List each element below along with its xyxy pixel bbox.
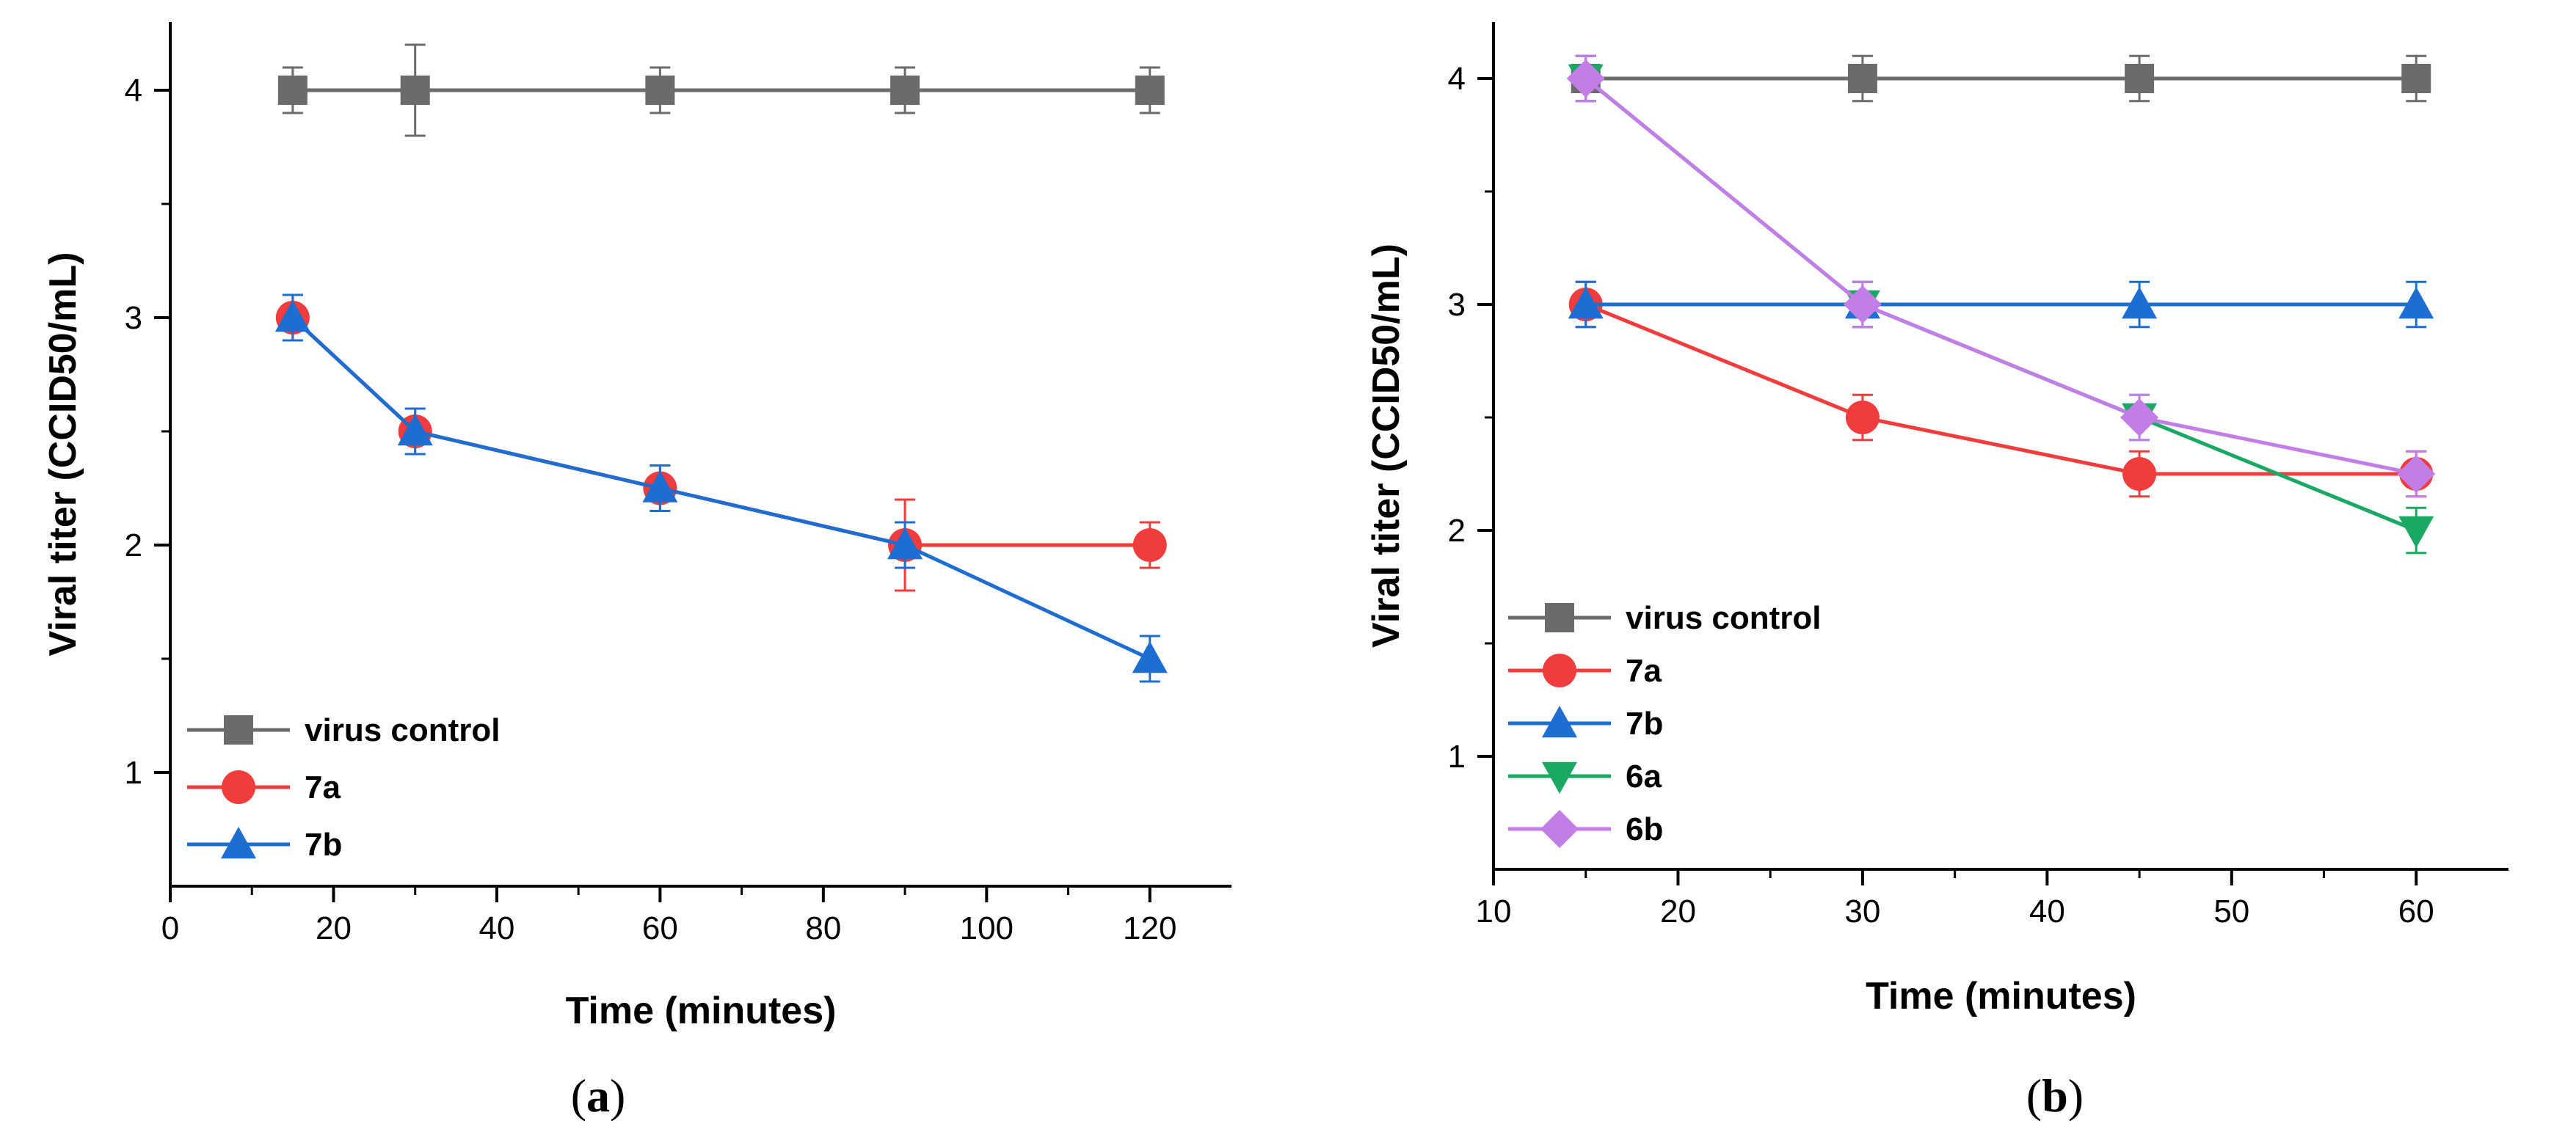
legend-marker xyxy=(1542,706,1577,738)
legend-marker xyxy=(222,770,255,804)
y-axis-title: Viral titer (CCID50/mL) xyxy=(42,252,84,657)
data-point xyxy=(1135,76,1165,105)
data-point xyxy=(2398,287,2434,319)
legend-label: 7b xyxy=(305,827,342,863)
data-point xyxy=(1568,287,1604,319)
x-tick-label: 0 xyxy=(161,910,179,946)
data-point xyxy=(2120,398,2159,436)
x-tick-label: 40 xyxy=(479,910,514,946)
panel-b-caption: (b) xyxy=(2026,1070,2084,1122)
series-7b xyxy=(1568,280,2434,329)
data-point xyxy=(645,76,675,105)
x-tick-label: 60 xyxy=(642,910,678,946)
data-point xyxy=(2401,64,2431,93)
data-point xyxy=(274,300,310,332)
y-tick-label: 2 xyxy=(125,527,142,563)
series-virus-control xyxy=(1571,54,2431,103)
y-tick-label: 4 xyxy=(125,73,142,109)
series-6b xyxy=(1566,54,2436,498)
data-point xyxy=(2398,516,2434,548)
x-tick-label: 20 xyxy=(1660,894,1696,929)
legend-label: virus control xyxy=(1626,600,1822,636)
panel-a-legend: virus control 7a 7b xyxy=(187,712,501,863)
x-tick-label: 80 xyxy=(805,910,841,946)
y-tick-label: 1 xyxy=(1448,739,1466,775)
series-line xyxy=(291,316,1151,661)
x-axis-title: Time (minutes) xyxy=(566,990,837,1032)
y-tick-label: 4 xyxy=(1448,61,1466,97)
data-point xyxy=(2125,64,2155,93)
x-tick-label: 10 xyxy=(1476,894,1512,929)
data-point xyxy=(887,527,923,560)
data-point xyxy=(2122,457,2157,491)
panel-a-caption: (a) xyxy=(571,1070,626,1122)
legend-label: virus control xyxy=(305,712,501,748)
y-tick-label: 2 xyxy=(1448,513,1466,549)
data-point xyxy=(2122,287,2158,319)
series-7a xyxy=(1568,280,2434,498)
data-point xyxy=(1847,64,1877,93)
y-tick-label: 3 xyxy=(1448,287,1466,323)
data-point xyxy=(1566,59,1605,98)
y-tick-label: 3 xyxy=(125,300,142,336)
x-axis-title: Time (minutes) xyxy=(1866,975,2136,1017)
series-7b xyxy=(274,293,1168,683)
y-tick-label: 1 xyxy=(125,755,142,791)
legend-marker xyxy=(224,715,253,745)
x-tick-label: 50 xyxy=(2213,894,2249,929)
legend-label: 7b xyxy=(1626,706,1663,742)
x-tick-label: 20 xyxy=(316,910,352,946)
data-point xyxy=(277,76,308,105)
series-line xyxy=(1584,77,2417,476)
data-point xyxy=(1132,641,1168,673)
x-tick-label: 40 xyxy=(2029,894,2065,929)
legend-marker xyxy=(1545,603,1574,632)
y-axis-title: Viral titer (CCID50/mL) xyxy=(1365,244,1408,648)
x-tick-label: 100 xyxy=(960,910,1014,946)
x-tick-label: 30 xyxy=(1844,894,1880,929)
legend-marker xyxy=(1540,810,1579,848)
series-virus-control xyxy=(277,43,1165,137)
x-tick-label: 60 xyxy=(2398,894,2434,929)
chart-panel-a: 0 20 40 60 80 100 120 1 2 3 4 Time (minutes) Viral t… xyxy=(42,22,1231,1032)
data-point xyxy=(397,414,433,446)
data-point xyxy=(2397,455,2436,493)
legend-marker xyxy=(1542,761,1577,794)
data-point xyxy=(1843,285,1882,324)
legend-label: 6b xyxy=(1626,811,1663,847)
legend-label: 6a xyxy=(1626,759,1662,794)
data-point xyxy=(1132,528,1167,562)
legend-marker xyxy=(221,827,256,859)
chart-panel-b: 10 20 30 40 50 60 1 2 3 4 Time (minutes) Viral tite… xyxy=(1365,22,2508,1017)
data-point xyxy=(400,76,430,105)
legend-marker xyxy=(1543,654,1576,687)
legend-label: 7a xyxy=(1626,653,1662,689)
x-tick-label: 120 xyxy=(1123,910,1176,946)
data-point xyxy=(1845,401,1880,434)
data-point xyxy=(890,76,920,105)
panel-b-legend: virus control 7a 7b 6a 6b xyxy=(1508,600,1822,848)
legend-label: 7a xyxy=(305,770,341,805)
data-point xyxy=(642,470,678,503)
